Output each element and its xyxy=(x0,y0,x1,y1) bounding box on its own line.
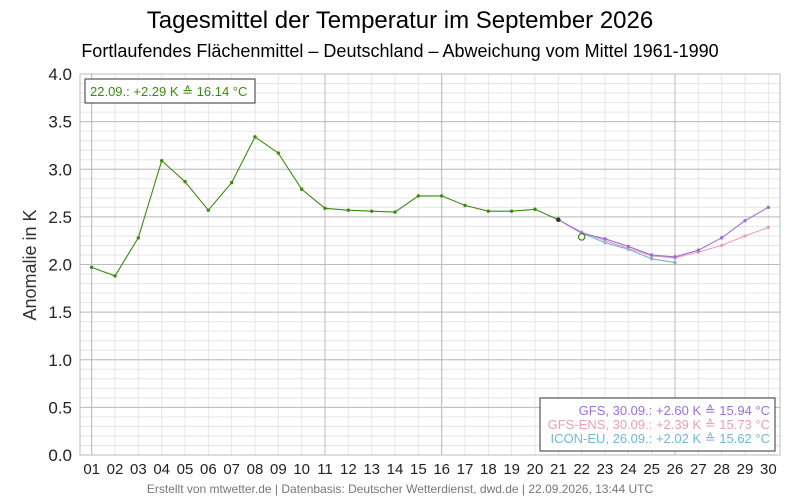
series-point-gfs_ens xyxy=(719,243,724,248)
series-point-gfs xyxy=(626,244,631,249)
series-point-observed xyxy=(369,209,374,213)
series-point-gfs xyxy=(766,205,771,210)
last-observed-point xyxy=(556,217,561,223)
x-tick-label: 04 xyxy=(153,461,170,478)
x-tick-label: 16 xyxy=(433,461,450,478)
series-point-icon_eu xyxy=(649,257,654,261)
legend: GFS, 30.09.: +2.60 K ≙ 15.94 °CGFS-ENS, … xyxy=(539,397,776,452)
observed-value-box: 22.09.: +2.29 K ≙ 16.14 °C xyxy=(84,78,256,104)
y-tick-label: 3.0 xyxy=(48,160,72,179)
x-tick-label: 10 xyxy=(293,461,310,478)
legend-entry: GFS-ENS, 30.09.: +2.39 K ≙ 15.73 °C xyxy=(548,417,770,432)
x-tick-label: 15 xyxy=(410,461,427,478)
observed-box-frame xyxy=(84,78,256,104)
major-gridlines xyxy=(79,73,781,456)
chart-title: Tagesmittel der Temperatur im September … xyxy=(147,7,653,34)
y-tick-label: 0.0 xyxy=(48,446,72,465)
y-tick-label: 4.0 xyxy=(48,65,72,84)
x-tick-label: 30 xyxy=(760,461,777,478)
series-point-observed xyxy=(439,194,444,198)
x-tick-label: 14 xyxy=(387,461,404,478)
x-tick-label: 23 xyxy=(597,461,614,478)
series-line-gfs xyxy=(558,206,769,258)
x-tick-label: 05 xyxy=(177,461,194,478)
current-day-marker xyxy=(577,233,586,241)
series-point-icon_eu xyxy=(673,260,677,265)
series-point-observed xyxy=(323,206,327,211)
y-tick-label: 2.0 xyxy=(48,256,72,275)
series-point-observed xyxy=(136,236,141,240)
series-point-gfs xyxy=(649,253,654,257)
y-tick-label: 2.5 xyxy=(48,208,72,227)
x-tick-label: 18 xyxy=(480,461,497,478)
x-tick-label: 29 xyxy=(737,461,754,478)
footer-credit: Erstellt von mtwetter.de | Datenbasis: D… xyxy=(147,482,654,496)
plot-frame xyxy=(79,73,781,456)
series-point-observed xyxy=(299,187,304,191)
series-point-observed xyxy=(113,274,117,278)
y-axis-label: Anomalie in K xyxy=(20,209,40,320)
series-point-observed xyxy=(276,151,281,155)
series-point-observed xyxy=(463,203,467,208)
x-tick-label: 28 xyxy=(713,461,730,478)
series-point-observed xyxy=(393,210,397,214)
y-tick-label: 3.5 xyxy=(48,113,72,132)
x-axis-ticks: 01 02 03 04 05 06 07 08 09 10 11 12 13 14 15 16 17 18 19 20… xyxy=(83,461,776,478)
x-tick-label: 02 xyxy=(107,461,124,478)
series-point-gfs xyxy=(696,248,701,252)
series-point-observed xyxy=(206,208,211,212)
x-tick-label: 26 xyxy=(667,461,684,478)
x-tick-label: 01 xyxy=(83,461,100,478)
x-tick-label: 27 xyxy=(690,461,707,478)
series-point-gfs xyxy=(603,237,607,241)
series-point-observed xyxy=(183,179,187,184)
legend-entry: GFS, 30.09.: +2.60 K ≙ 15.94 °C xyxy=(579,403,770,418)
legend-frame xyxy=(539,397,776,452)
x-tick-label: 11 xyxy=(317,461,333,478)
chart-subtitle: Fortlaufendes Flächenmittel – Deutschlan… xyxy=(81,41,718,61)
series-point-observed xyxy=(416,194,421,198)
y-tick-label: 0.5 xyxy=(48,398,72,417)
series-point-gfs xyxy=(743,218,747,223)
y-axis-ticks: 0.0 0.5 1.0 1.5 2.0 2.5 3.0 3.5 4.0 xyxy=(48,65,72,465)
x-tick-label: 20 xyxy=(527,461,544,478)
x-tick-label: 17 xyxy=(457,461,474,478)
series-layer xyxy=(89,135,771,278)
series-point-gfs xyxy=(673,255,677,259)
legend-entry: ICON-EU, 26.09.: +2.02 K ≙ 15.62 °C xyxy=(550,431,770,446)
y-tick-label: 1.5 xyxy=(48,303,72,322)
x-tick-label: 22 xyxy=(573,461,590,478)
series-point-observed xyxy=(159,158,164,163)
x-tick-label: 12 xyxy=(340,461,357,478)
series-point-observed xyxy=(229,180,234,185)
x-tick-label: 13 xyxy=(363,461,380,478)
x-tick-label: 19 xyxy=(503,461,520,478)
x-tick-label: 21 xyxy=(550,461,567,478)
x-tick-label: 24 xyxy=(620,461,637,478)
x-tick-label: 03 xyxy=(130,461,147,478)
x-tick-label: 06 xyxy=(200,461,217,478)
x-tick-label: 09 xyxy=(270,461,287,478)
series-point-gfs xyxy=(719,236,724,240)
series-point-gfs_ens xyxy=(766,225,771,230)
observed-box-text: 22.09.: +2.29 K ≙ 16.14 °C xyxy=(90,84,247,99)
y-tick-label: 1.0 xyxy=(48,351,72,370)
series-point-observed xyxy=(486,209,491,213)
x-tick-label: 08 xyxy=(247,461,264,478)
x-tick-label: 07 xyxy=(223,461,240,478)
series-point-observed xyxy=(253,135,257,139)
series-point-observed xyxy=(89,265,94,270)
x-tick-label: 25 xyxy=(643,461,660,478)
series-point-observed xyxy=(509,209,514,213)
series-point-observed xyxy=(533,207,537,211)
series-point-gfs_ens xyxy=(743,234,747,238)
series-point-observed xyxy=(346,208,351,212)
